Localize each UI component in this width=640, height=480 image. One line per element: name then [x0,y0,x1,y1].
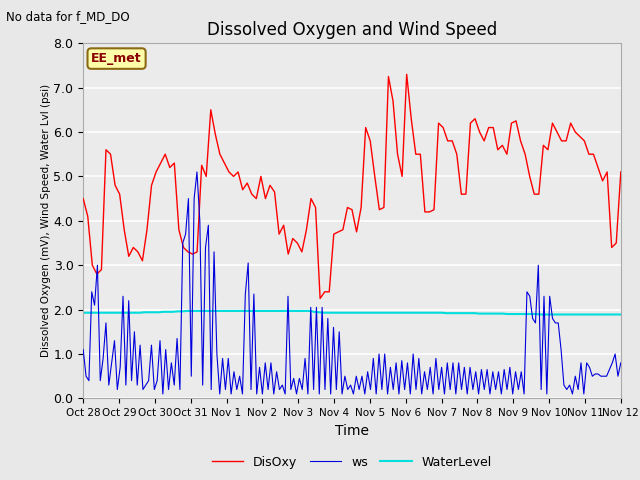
Title: Dissolved Oxygen and Wind Speed: Dissolved Oxygen and Wind Speed [207,21,497,39]
X-axis label: Time: Time [335,424,369,438]
Text: No data for f_MD_DO: No data for f_MD_DO [6,10,130,23]
Legend: DisOxy, ws, WaterLevel: DisOxy, ws, WaterLevel [207,451,497,474]
Text: EE_met: EE_met [92,52,142,65]
Y-axis label: Dissolved Oxygen (mV), Wind Speed, Water Lvl (psi): Dissolved Oxygen (mV), Wind Speed, Water… [41,84,51,358]
